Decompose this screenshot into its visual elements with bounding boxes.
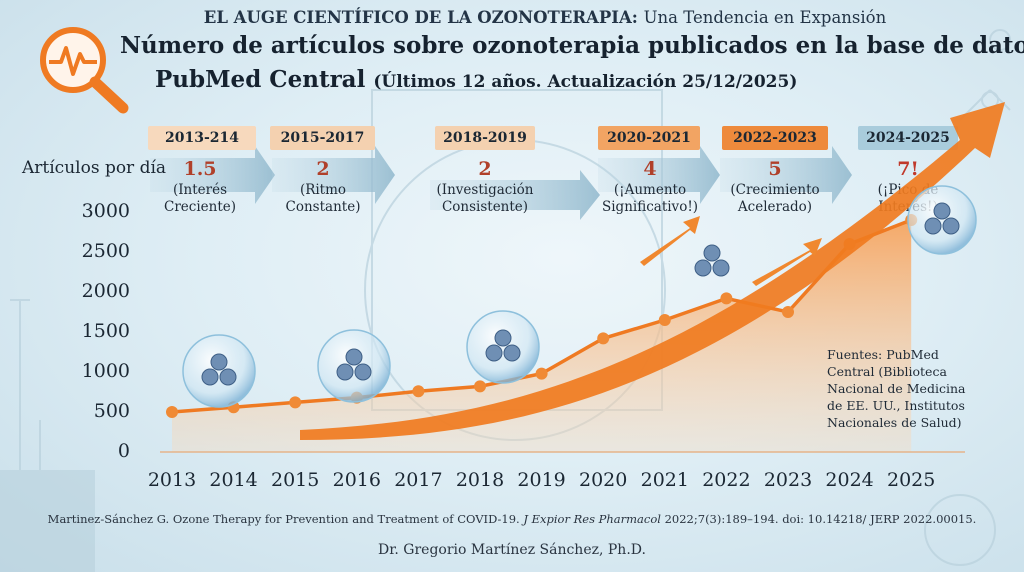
- phase-note: (Investigación Consistente): [436, 182, 534, 215]
- phase-arrows: [150, 146, 852, 220]
- phase-value: 4: [643, 158, 657, 180]
- x-tick-label: 2018: [455, 469, 505, 491]
- data-point: [597, 332, 610, 345]
- phase-note: (¡Aumento Significativo!): [601, 182, 699, 215]
- ozone-molecule-icon: [466, 310, 540, 384]
- data-point: [720, 292, 733, 305]
- small-arrow: [640, 216, 700, 266]
- x-tick-label: 2019: [517, 469, 566, 491]
- trend-arrow: [300, 102, 1005, 440]
- x-tick-label: 2021: [640, 469, 689, 491]
- title-sub: Una Tendencia en Expansión: [643, 8, 887, 27]
- subtitle-source: PubMed Central: [155, 66, 366, 93]
- x-tick-label: 2013: [147, 469, 197, 491]
- ozone-molecule-icon: [694, 244, 730, 277]
- data-point: [658, 314, 671, 326]
- x-tick-label: 2023: [763, 469, 813, 491]
- y-axis-label: Artículos por día: [22, 158, 167, 178]
- x-tick-label: 2014: [209, 469, 258, 491]
- phase-note: (Crecimiento Acelerado): [730, 182, 820, 215]
- small-arrow: [752, 238, 822, 286]
- x-tick-label: 2015: [271, 469, 320, 491]
- data-point: [782, 306, 794, 318]
- data-point: [535, 367, 548, 380]
- data-point: [474, 380, 486, 393]
- y-tick-label: 3000: [81, 200, 130, 222]
- x-tick-label: 2020: [579, 469, 628, 491]
- author: Dr. Gregorio Martínez Sánchez, Ph.D.: [378, 542, 646, 558]
- title: EL AUGE CIENTÍFICO DE LA OZONOTERAPIA: U…: [150, 8, 940, 27]
- subtitle-line1: Número de artículos sobre ozonoterapia p…: [120, 32, 1024, 59]
- y-tick-label: 2000: [81, 280, 130, 302]
- citation-suffix: 2022;7(3):189–194. doi: 10.14218/ JERP 2…: [664, 512, 977, 526]
- citation: Martinez-Sánchez G. Ozone Therapy for Pr…: [0, 512, 1024, 526]
- ozone-molecule-icon: [907, 185, 977, 255]
- phase-period: 2013-214: [148, 126, 256, 150]
- area-fill: [172, 220, 912, 452]
- x-tick-label: 2022: [702, 469, 751, 491]
- phase-value: 2: [478, 158, 492, 180]
- x-tick-label: 2025: [887, 469, 936, 491]
- phase-note: (Interés Creciente): [163, 182, 236, 215]
- phase-value: 1.5: [183, 158, 217, 180]
- title-main: EL AUGE CIENTÍFICO DE LA OZONOTERAPIA:: [203, 8, 638, 27]
- sources-note: Fuentes: PubMed Central (Biblioteca Naci…: [827, 347, 966, 430]
- phase-note: (Ritmo Constante): [285, 182, 361, 215]
- citation-journal: J Expior Res Pharmacol: [523, 512, 661, 526]
- x-tick-label: 2016: [332, 469, 381, 491]
- y-tick-label: 500: [93, 400, 130, 422]
- phase-value: 5: [768, 158, 782, 180]
- phase-value: 2: [316, 158, 330, 180]
- ozone-molecule-icon: [317, 329, 391, 403]
- y-tick-label: 1500: [81, 320, 130, 342]
- y-tick-label: 0: [117, 440, 130, 462]
- x-tick-label: 2024: [825, 469, 874, 491]
- phase-value: 7!: [897, 158, 919, 180]
- phase-period: 2018-2019: [435, 126, 535, 150]
- data-point: [412, 385, 425, 398]
- data-point: [289, 396, 302, 409]
- phase-period: 2024-2025: [858, 126, 958, 150]
- y-tick-label: 1000: [81, 360, 130, 382]
- phase-period: 2022-2023: [722, 126, 828, 150]
- subtitle-line2: PubMed Central (Últimos 12 años. Actuali…: [155, 66, 797, 93]
- subtitle-note: (Últimos 12 años. Actualización 25/12/20…: [373, 72, 798, 92]
- y-tick-label: 2500: [81, 240, 130, 262]
- phase-period: 2020-2021: [598, 126, 700, 150]
- data-point: [166, 406, 178, 418]
- phase-period: 2015-2017: [270, 126, 375, 150]
- magnifier-pulse-icon: [40, 27, 129, 114]
- ozone-molecule-icon: [182, 334, 256, 408]
- citation-prefix: Martinez-Sánchez G. Ozone Therapy for Pr…: [47, 512, 520, 526]
- x-tick-label: 2017: [394, 469, 443, 491]
